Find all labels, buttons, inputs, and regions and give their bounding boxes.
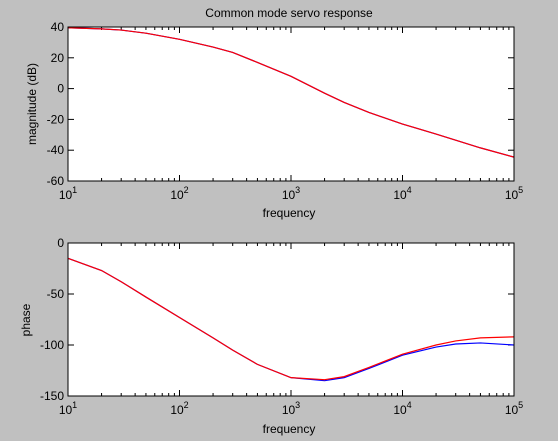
y-tick-label: -50 xyxy=(47,287,65,301)
y-tick-label: 0 xyxy=(57,82,64,96)
x-tick-label: 104 xyxy=(393,400,411,417)
x-tick-label: 102 xyxy=(170,400,188,417)
phase-axes: 101 102 103 104 105-150-100-500 xyxy=(40,236,523,417)
x-tick-label: 104 xyxy=(393,185,411,202)
x-tick-label: 105 xyxy=(505,185,523,202)
phase-series-1-line xyxy=(67,257,515,381)
y-tick-label: -150 xyxy=(40,389,64,403)
magnitude-series-1-line xyxy=(67,27,515,158)
magnitude-plot-area xyxy=(68,27,514,181)
y-tick-label: -100 xyxy=(40,338,64,352)
phase-y-axis-label: phase xyxy=(19,303,33,336)
x-tick-label: 103 xyxy=(282,185,300,202)
magnitude-y-axis-label: magnitude (dB) xyxy=(25,63,39,145)
phase-plot-area xyxy=(68,243,514,396)
y-tick-label: -40 xyxy=(47,143,65,157)
x-tick-label: 103 xyxy=(282,400,300,417)
y-tick-label: -20 xyxy=(47,112,65,126)
y-tick-label: 0 xyxy=(57,236,64,250)
x-tick-label: 105 xyxy=(505,400,523,417)
y-tick-label: -60 xyxy=(47,174,65,188)
x-tick-label: 102 xyxy=(170,185,188,202)
magnitude-x-axis-label: frequency xyxy=(263,206,316,220)
phase-axes-frame xyxy=(67,242,515,397)
chart-title: Common mode servo response xyxy=(205,6,373,20)
y-tick-label: 20 xyxy=(51,51,65,65)
y-tick-label: 40 xyxy=(51,20,65,34)
phase-x-axis-label: frequency xyxy=(263,422,316,436)
magnitude-axes-frame xyxy=(67,26,515,182)
